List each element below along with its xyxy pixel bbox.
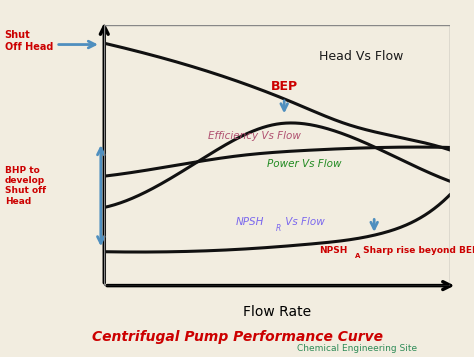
Text: Head Vs Flow: Head Vs Flow bbox=[319, 50, 403, 63]
Text: Power Vs Flow: Power Vs Flow bbox=[267, 160, 341, 170]
Text: R: R bbox=[275, 224, 281, 233]
Text: A: A bbox=[355, 253, 361, 259]
Text: NPSH: NPSH bbox=[236, 217, 264, 227]
Text: Centrifugal Pump Performance Curve: Centrifugal Pump Performance Curve bbox=[91, 330, 383, 345]
Text: Shut
Off Head: Shut Off Head bbox=[5, 30, 53, 52]
Text: BHP to
develop
Shut off
Head: BHP to develop Shut off Head bbox=[5, 166, 46, 206]
Text: Efficiency Vs Flow: Efficiency Vs Flow bbox=[208, 131, 301, 141]
Text: NPSH: NPSH bbox=[319, 246, 347, 255]
Text: BEP: BEP bbox=[271, 80, 298, 93]
Text: Sharp rise beyond BEP: Sharp rise beyond BEP bbox=[360, 246, 474, 255]
Text: Vs Flow: Vs Flow bbox=[283, 217, 325, 227]
Text: Flow Rate: Flow Rate bbox=[243, 305, 311, 319]
Text: Chemical Engineering Site: Chemical Engineering Site bbox=[297, 345, 417, 353]
